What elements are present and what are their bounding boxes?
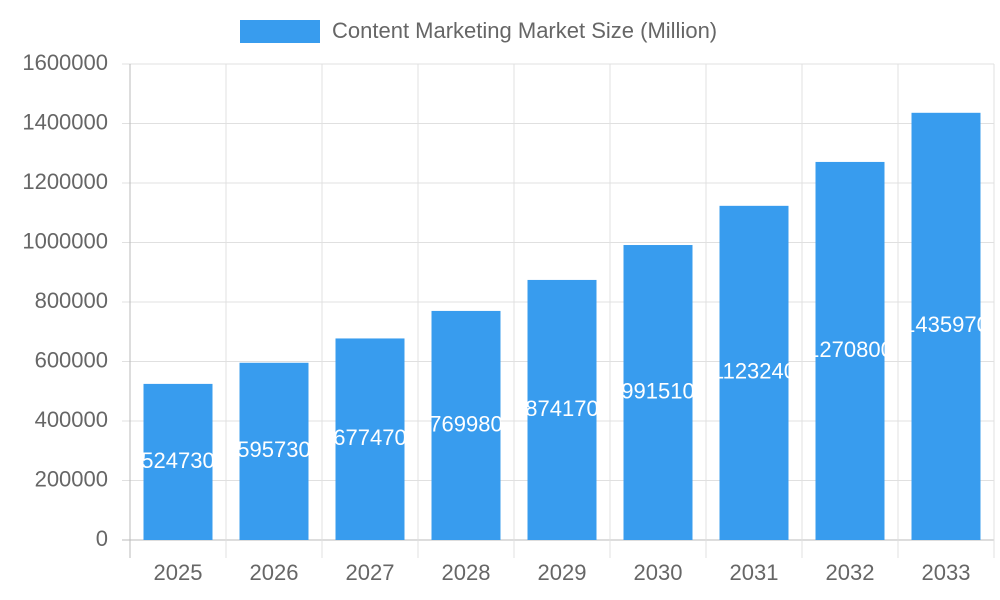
bar xyxy=(143,383,213,540)
y-tick-label: 0 xyxy=(96,526,108,551)
bar xyxy=(911,112,981,541)
bar xyxy=(719,205,789,540)
y-tick-label: 200000 xyxy=(35,466,108,491)
legend-label: Content Marketing Market Size (Million) xyxy=(332,18,717,43)
x-tick-label: 2025 xyxy=(154,560,203,585)
y-tick-label: 1200000 xyxy=(22,169,108,194)
data-label: 677470 xyxy=(333,425,406,450)
x-tick-label: 2027 xyxy=(346,560,395,585)
data-label: 1270800 xyxy=(807,337,893,362)
x-tick-label: 2026 xyxy=(250,560,299,585)
bar xyxy=(815,161,885,540)
bar xyxy=(623,245,693,541)
x-tick-label: 2033 xyxy=(922,560,971,585)
y-tick-label: 800000 xyxy=(35,288,108,313)
data-label: 524730 xyxy=(141,448,214,473)
y-tick-label: 1400000 xyxy=(22,109,108,134)
data-label: 991510 xyxy=(621,378,694,403)
data-label: 595730 xyxy=(237,437,310,462)
x-tick-label: 2031 xyxy=(730,560,779,585)
data-label: 874170 xyxy=(525,396,598,421)
bar xyxy=(335,338,405,540)
legend-swatch xyxy=(240,20,320,43)
data-label: 769980 xyxy=(429,411,502,436)
bar xyxy=(527,279,597,540)
x-tick-label: 2032 xyxy=(826,560,875,585)
data-label: 1435970 xyxy=(903,312,989,337)
data-label: 1123240 xyxy=(712,359,796,384)
x-tick-label: 2029 xyxy=(538,560,587,585)
y-tick-label: 1600000 xyxy=(22,50,108,75)
y-tick-label: 1000000 xyxy=(22,228,108,253)
bar xyxy=(239,362,309,540)
x-tick-label: 2028 xyxy=(442,560,491,585)
x-tick-label: 2030 xyxy=(634,560,683,585)
y-tick-label: 600000 xyxy=(35,347,108,372)
y-tick-label: 400000 xyxy=(35,407,108,432)
bar xyxy=(431,310,501,540)
